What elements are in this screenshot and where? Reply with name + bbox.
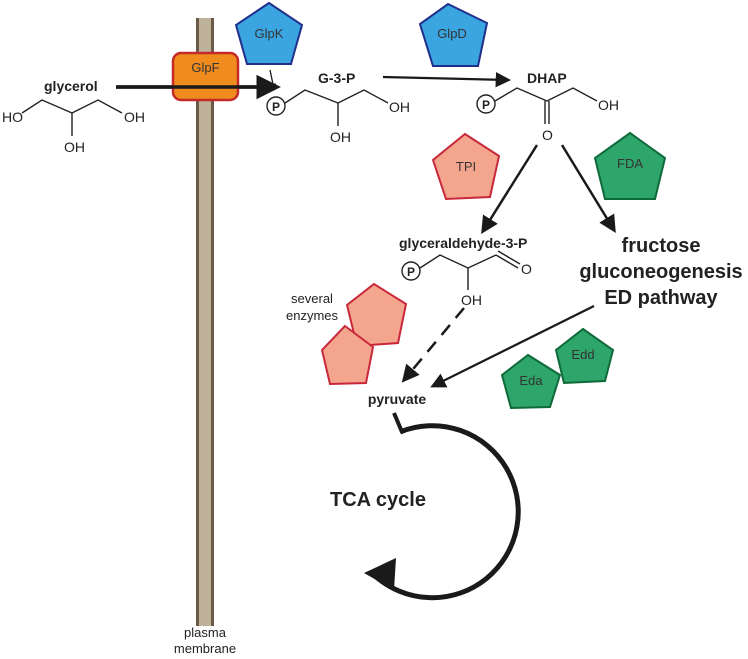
g3p-label: G-3-P [318,70,355,86]
membrane-edge-right [211,18,214,626]
membrane-body [198,18,212,626]
glpk-enzyme [234,1,304,65]
eda-label: Eda [519,373,543,388]
dhap-to-gap-arrow [481,144,539,234]
ed-to-pyruvate-arrow [430,305,595,388]
dhap-o-label: O [542,127,553,143]
membrane-label-line2: membrane [174,641,236,656]
membrane-label-line1: plasma [184,625,227,640]
pathway-line3: ED pathway [604,287,718,309]
gap-to-pyruvate-dashed-arrow [401,307,465,383]
glpd-label: GlpD [437,26,467,41]
pathway-line1: fructose [622,235,701,257]
tca-label: TCA cycle [330,489,426,511]
g3p-oh-bottom-label: OH [330,129,351,145]
g3p-phosphate-circle [266,96,286,116]
gap-oh-label: OH [461,292,482,308]
g3p-to-dhap-arrow [382,72,512,88]
gap-label: glyceraldehyde-3-P [399,235,527,251]
dhap-phosphate-p: P [482,98,490,112]
pyruvate-to-tca-connector [392,412,404,433]
g3p-oh-right-label: OH [389,99,410,115]
dhap-oh-label: OH [598,97,619,113]
edd-label: Edd [571,347,594,362]
glpf-label: GlpF [191,60,219,75]
plasma-membrane [196,18,214,626]
dhap-to-fructose-arrow [560,144,616,233]
gap-phosphate-p: P [407,265,415,279]
fda-enzyme [593,131,667,200]
gap-phosphate-circle [401,261,421,281]
several-enzymes-line1: several [291,291,333,306]
glpk-small-arrow [269,69,277,91]
dhap-phosphate-circle [476,94,496,114]
several-enzymes-pentagon-2 [320,324,375,386]
dhap-skeleton [494,87,598,102]
edd-enzyme [554,327,615,385]
glpk-label: GlpK [255,26,284,41]
dhap-label: DHAP [527,70,567,86]
glycerol-ho-label: HO [2,109,23,125]
glycerol-skeleton [21,99,123,114]
tpi-label: TPI [456,159,476,174]
pathway-line2: gluconeogenesis [579,261,742,283]
several-enzymes-line2: enzymes [286,308,339,323]
glycerol-oh-right-label: OH [124,109,145,125]
gap-carbonyl-line1 [495,254,519,269]
pyruvate-label: pyruvate [368,391,427,407]
tpi-enzyme [431,132,501,201]
tca-cycle-arrowhead [364,558,396,590]
gap-skeleton [419,254,497,269]
glpd-enzyme [418,2,489,67]
fda-label: FDA [617,156,643,171]
tca-cycle-ring [372,423,521,601]
eda-enzyme [500,353,562,410]
glycerol-label: glycerol [44,78,98,94]
several-enzymes-pentagon-1 [345,282,408,348]
glycerol-oh-bottom-label: OH [64,139,85,155]
g3p-phosphate-p: P [272,100,280,114]
gap-carbonyl-line2 [497,250,521,265]
membrane-edge-left [196,18,199,626]
g3p-skeleton [284,89,389,104]
gap-o-label: O [521,261,532,277]
